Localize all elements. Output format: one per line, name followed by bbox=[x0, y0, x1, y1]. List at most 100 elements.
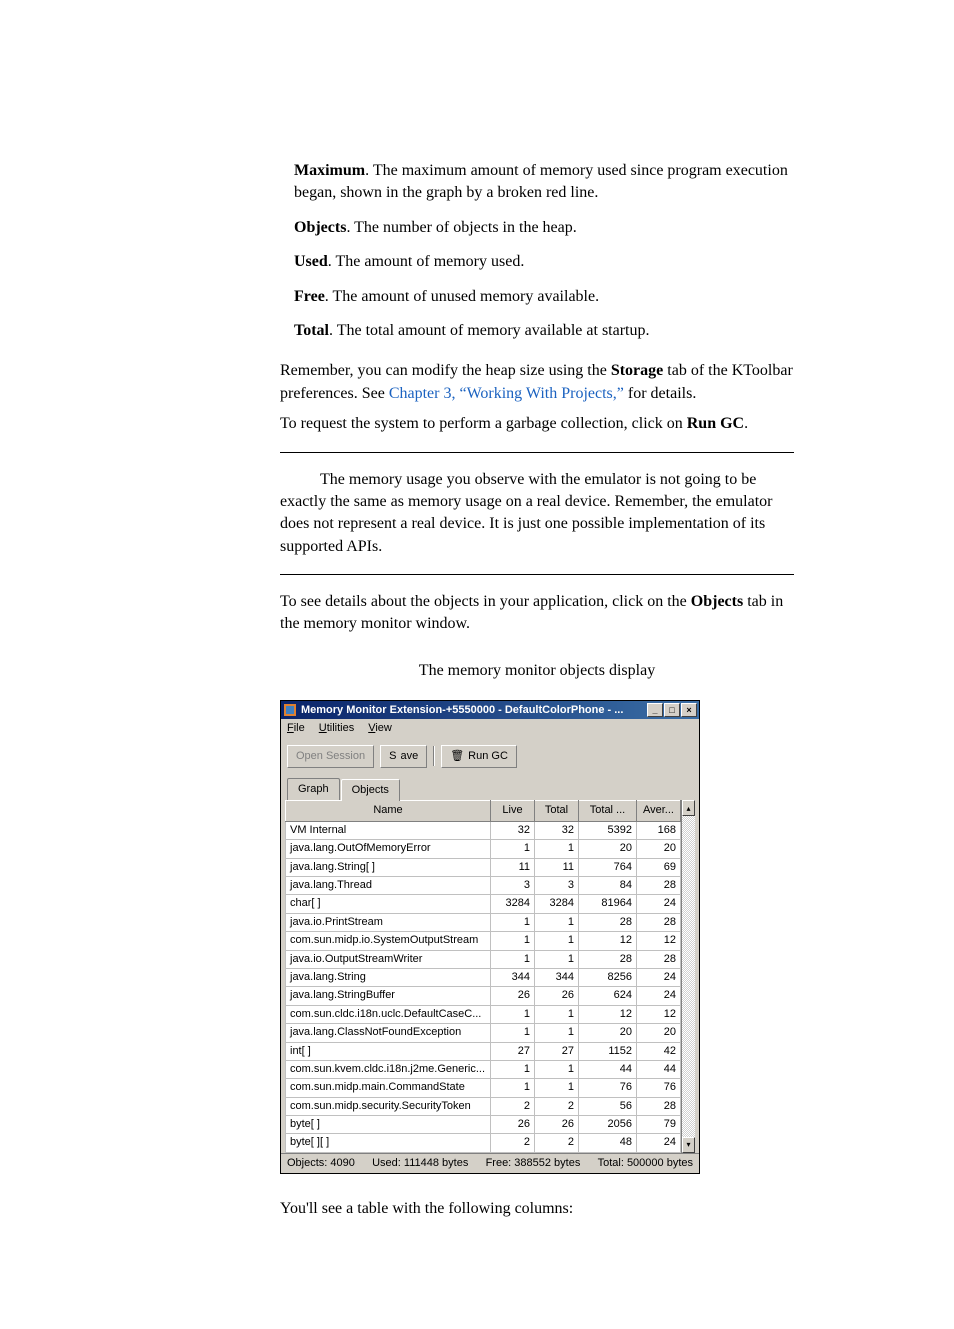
cell-aver: 28 bbox=[637, 876, 681, 894]
menu-file[interactable]: File bbox=[287, 721, 305, 736]
minimize-button[interactable]: _ bbox=[647, 703, 663, 717]
col-aver[interactable]: Aver... bbox=[637, 801, 681, 821]
cell-total: 1 bbox=[535, 1060, 579, 1078]
save-button[interactable]: Save bbox=[380, 745, 427, 768]
tab-graph[interactable]: Graph bbox=[287, 778, 340, 800]
cell-name: com.sun.kvem.cldc.i18n.j2me.Generic... bbox=[286, 1060, 491, 1078]
cell-total: 1 bbox=[535, 932, 579, 950]
table-row[interactable]: com.sun.midp.main.CommandState117676 bbox=[286, 1079, 681, 1097]
document-page: Maximum. The maximum amount of memory us… bbox=[0, 0, 954, 1329]
cell-total: 32 bbox=[535, 821, 579, 839]
table-row[interactable]: int[ ]2727115242 bbox=[286, 1042, 681, 1060]
table-row[interactable]: com.sun.midp.io.SystemOutputStream111212 bbox=[286, 932, 681, 950]
cell-name: byte[ ][ ] bbox=[286, 1134, 491, 1152]
table-row[interactable]: java.lang.StringBuffer262662424 bbox=[286, 987, 681, 1005]
scroll-down-button[interactable]: ▾ bbox=[682, 1137, 695, 1153]
col-name[interactable]: Name bbox=[286, 801, 491, 821]
table-row[interactable]: java.lang.OutOfMemoryError112020 bbox=[286, 840, 681, 858]
cell-name: com.sun.midp.main.CommandState bbox=[286, 1079, 491, 1097]
col-live[interactable]: Live bbox=[491, 801, 535, 821]
memory-monitor-window: Memory Monitor Extension-+5550000 - Defa… bbox=[280, 700, 700, 1174]
cell-aver: 24 bbox=[637, 895, 681, 913]
storage-bold: Storage bbox=[611, 362, 663, 379]
cell-total2: 56 bbox=[579, 1097, 637, 1115]
trash-icon: 🗑 bbox=[450, 749, 464, 764]
open-session-button[interactable]: Open Session bbox=[287, 745, 374, 768]
cell-live: 3284 bbox=[491, 895, 535, 913]
cell-aver: 28 bbox=[637, 1097, 681, 1115]
cell-total: 2 bbox=[535, 1097, 579, 1115]
cell-name: java.lang.StringBuffer bbox=[286, 987, 491, 1005]
cell-live: 1 bbox=[491, 1005, 535, 1023]
chapter-link[interactable]: Chapter 3, “Working With Projects,” bbox=[389, 385, 624, 402]
toolbar-separator bbox=[433, 746, 435, 766]
cell-name: java.lang.Thread bbox=[286, 876, 491, 894]
def-maximum: Maximum. The maximum amount of memory us… bbox=[280, 160, 794, 205]
def-term: Free bbox=[294, 288, 325, 305]
cell-total2: 81964 bbox=[579, 895, 637, 913]
table-row[interactable]: java.lang.ClassNotFoundException112020 bbox=[286, 1024, 681, 1042]
table-row[interactable]: com.sun.midp.security.SecurityToken22562… bbox=[286, 1097, 681, 1115]
cell-total2: 44 bbox=[579, 1060, 637, 1078]
table-row[interactable]: java.io.PrintStream112828 bbox=[286, 913, 681, 931]
run-gc-label: Run GC bbox=[468, 749, 508, 764]
maximize-button[interactable]: □ bbox=[664, 703, 680, 717]
cell-aver: 44 bbox=[637, 1060, 681, 1078]
cell-name: java.lang.OutOfMemoryError bbox=[286, 840, 491, 858]
status-free: Free: 388552 bytes bbox=[486, 1156, 581, 1171]
para-storage: Remember, you can modify the heap size u… bbox=[280, 360, 794, 405]
table-row[interactable]: java.lang.String[ ]111176469 bbox=[286, 858, 681, 876]
col-total[interactable]: Total bbox=[535, 801, 579, 821]
table-row[interactable]: java.lang.Thread338428 bbox=[286, 876, 681, 894]
window-title: Memory Monitor Extension-+5550000 - Defa… bbox=[301, 703, 647, 718]
cell-live: 26 bbox=[491, 1116, 535, 1134]
table-container: Name Live Total Total ... Aver... VM Int… bbox=[281, 800, 699, 1152]
menu-view[interactable]: View bbox=[368, 721, 392, 736]
status-total: Total: 500000 bytes bbox=[598, 1156, 693, 1171]
table-row[interactable]: byte[ ][ ]224824 bbox=[286, 1134, 681, 1152]
cell-live: 1 bbox=[491, 840, 535, 858]
menu-utilities[interactable]: Utilities bbox=[319, 721, 354, 736]
def-term: Maximum bbox=[294, 162, 365, 179]
cell-aver: 24 bbox=[637, 968, 681, 986]
divider-bottom bbox=[280, 574, 794, 575]
table-row[interactable]: VM Internal32325392168 bbox=[286, 821, 681, 839]
cell-total2: 12 bbox=[579, 1005, 637, 1023]
cell-total2: 8256 bbox=[579, 968, 637, 986]
table-row[interactable]: java.io.OutputStreamWriter112828 bbox=[286, 950, 681, 968]
table-row[interactable]: com.sun.kvem.cldc.i18n.j2me.Generic...11… bbox=[286, 1060, 681, 1078]
cell-name: java.io.OutputStreamWriter bbox=[286, 950, 491, 968]
cell-name: VM Internal bbox=[286, 821, 491, 839]
table-row[interactable]: java.lang.String344344825624 bbox=[286, 968, 681, 986]
cell-aver: 24 bbox=[637, 1134, 681, 1152]
table-row[interactable]: byte[ ]2626205679 bbox=[286, 1116, 681, 1134]
menubar: File Utilities View bbox=[281, 719, 699, 738]
run-gc-button[interactable]: 🗑 Run GC bbox=[441, 745, 517, 768]
window-controls: _ □ × bbox=[647, 703, 697, 717]
scroll-up-button[interactable]: ▴ bbox=[682, 800, 695, 816]
cell-live: 26 bbox=[491, 987, 535, 1005]
cell-total2: 12 bbox=[579, 932, 637, 950]
cell-name: java.lang.String[ ] bbox=[286, 858, 491, 876]
tab-objects[interactable]: Objects bbox=[341, 779, 400, 801]
cell-name: java.io.PrintStream bbox=[286, 913, 491, 931]
divider-top bbox=[280, 452, 794, 453]
cell-total: 26 bbox=[535, 987, 579, 1005]
table-row[interactable]: com.sun.cldc.i18n.uclc.DefaultCaseC...11… bbox=[286, 1005, 681, 1023]
close-button[interactable]: × bbox=[681, 703, 697, 717]
table-row[interactable]: char[ ]328432848196424 bbox=[286, 895, 681, 913]
cell-total: 1 bbox=[535, 1005, 579, 1023]
cell-live: 2 bbox=[491, 1134, 535, 1152]
def-term: Objects bbox=[294, 219, 346, 236]
cell-live: 27 bbox=[491, 1042, 535, 1060]
cell-total: 1 bbox=[535, 950, 579, 968]
statusbar: Objects: 4090 Used: 111448 bytes Free: 3… bbox=[281, 1153, 699, 1173]
def-text: . The amount of memory used. bbox=[328, 253, 525, 270]
col-total2[interactable]: Total ... bbox=[579, 801, 637, 821]
cell-name: com.sun.midp.security.SecurityToken bbox=[286, 1097, 491, 1115]
scroll-track[interactable] bbox=[682, 816, 695, 1136]
cell-live: 2 bbox=[491, 1097, 535, 1115]
cell-name: int[ ] bbox=[286, 1042, 491, 1060]
scrollbar[interactable]: ▴ ▾ bbox=[681, 800, 695, 1152]
figure-caption: The memory monitor objects display bbox=[280, 660, 794, 682]
